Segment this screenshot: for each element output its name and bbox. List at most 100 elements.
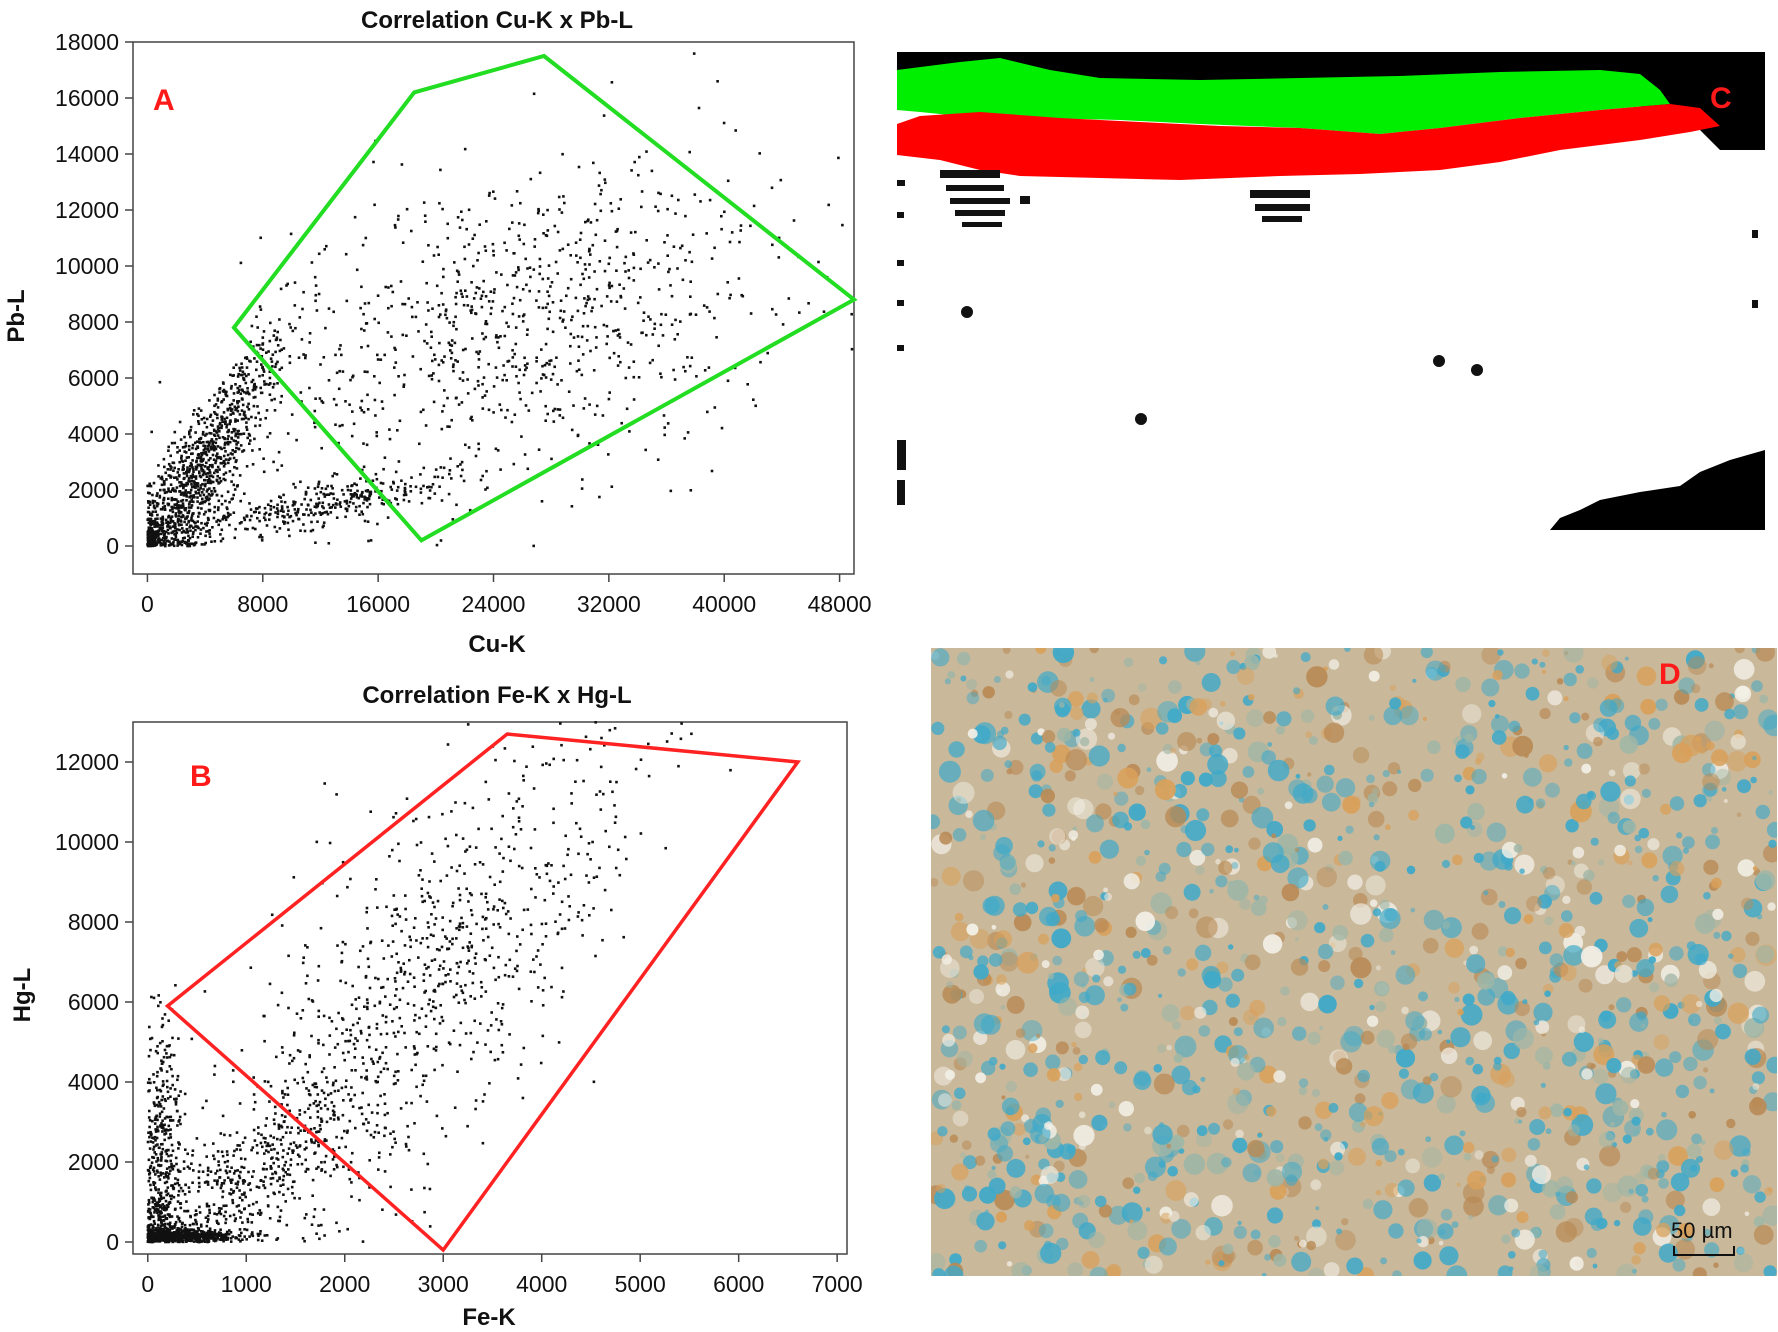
scatter-point [217, 1222, 220, 1226]
scatter-point [619, 360, 622, 364]
scatter-point [441, 982, 444, 986]
scatter-point [265, 1117, 268, 1120]
scatter-point [334, 353, 337, 357]
scatter-point [228, 1170, 232, 1173]
scatter-point [187, 1239, 191, 1242]
scatter-point [517, 797, 521, 801]
scatter-point [178, 420, 182, 424]
scatter-point [189, 529, 192, 532]
scatter-point [197, 1190, 200, 1193]
scatter-point [182, 1160, 186, 1163]
scatter-point [166, 1090, 170, 1094]
scatter-point [492, 254, 495, 257]
scatter-point [181, 460, 185, 463]
scatter-point [165, 1240, 169, 1244]
scatter-point [360, 1106, 363, 1109]
scatter-point [531, 745, 535, 748]
scatter-point [245, 428, 249, 431]
scatter-point [171, 1168, 175, 1171]
scatter-point [304, 1158, 307, 1162]
scatter-point [313, 1085, 317, 1089]
scatter-point [156, 1156, 160, 1160]
scatter-point [541, 306, 545, 310]
scatter-point [562, 758, 565, 762]
scatter-point [434, 1006, 438, 1010]
scatter-point [309, 1127, 313, 1131]
scatter-point [409, 945, 412, 949]
scatter-point [569, 332, 573, 336]
scatter-point [680, 722, 683, 725]
scatter-point [375, 1022, 379, 1026]
scatter-point [310, 520, 313, 524]
scatter-point [610, 209, 614, 213]
scatter-point [171, 1186, 175, 1189]
scatter-point [752, 204, 756, 208]
scatter-point [523, 356, 526, 360]
scatter-point [350, 495, 354, 498]
scatter-point [186, 544, 189, 548]
scatter-point [307, 503, 310, 507]
scatter-point [547, 317, 551, 321]
scatter-point [570, 792, 573, 795]
scatter-point [247, 432, 251, 436]
scatter-point [520, 866, 524, 870]
scatter-point [383, 1134, 386, 1138]
scatter-point [427, 926, 430, 929]
scatter-point [262, 1136, 266, 1140]
scatter-point [649, 318, 652, 321]
scatter-point [217, 523, 220, 527]
scatter-point [336, 1042, 340, 1046]
scatter-point [493, 197, 497, 200]
scatter-point [337, 387, 341, 391]
scatter-point [432, 254, 436, 257]
scatter-point [798, 311, 801, 314]
scatter-point [666, 422, 670, 425]
scatter-point [433, 990, 437, 993]
scatter-point [295, 438, 298, 442]
scatter-point [198, 463, 201, 467]
scatter-point [530, 391, 534, 395]
scatter-point [435, 1045, 438, 1049]
scatter-point [178, 474, 181, 477]
scatter-point [282, 1120, 286, 1124]
scatter-point [215, 493, 219, 497]
scatter-point [217, 506, 220, 509]
scatter-point [414, 1063, 417, 1067]
scatter-point [583, 397, 587, 400]
scatter-point [463, 147, 467, 151]
scatter-point [321, 511, 325, 515]
scatter-point [264, 1137, 267, 1140]
scatter-point [173, 498, 177, 501]
scatter-point [515, 190, 519, 193]
scatter-point [155, 1169, 159, 1172]
scatter-point [165, 1159, 169, 1163]
scatter-point [226, 1176, 230, 1179]
scatter-point [433, 353, 436, 357]
scatter-point [190, 479, 194, 483]
scatter-point [493, 1058, 497, 1062]
scatter-point [216, 399, 220, 402]
scatter-point [345, 509, 349, 513]
scatter-point [730, 231, 734, 234]
scatter-point [222, 465, 226, 468]
scatter-point [260, 539, 264, 542]
scatter-point [446, 236, 450, 240]
scatter-point [161, 1215, 165, 1218]
scatter-point [220, 424, 224, 427]
scatter-point [393, 223, 397, 227]
scatter-point [355, 1007, 358, 1011]
scatter-point [634, 230, 637, 234]
scatter-point [206, 488, 209, 491]
scatter-point [299, 391, 303, 394]
scatter-point [270, 913, 274, 917]
scatter-point [216, 397, 220, 401]
scatter-point [257, 1132, 260, 1135]
scatter-point [529, 275, 532, 279]
scatter-point [316, 979, 320, 982]
scatter-point [284, 1170, 287, 1174]
scatter-point [238, 1196, 242, 1199]
scatter-point [544, 306, 548, 309]
scatter-point [344, 252, 348, 256]
scatter-point [360, 1075, 363, 1079]
scatter-point [178, 1202, 182, 1205]
